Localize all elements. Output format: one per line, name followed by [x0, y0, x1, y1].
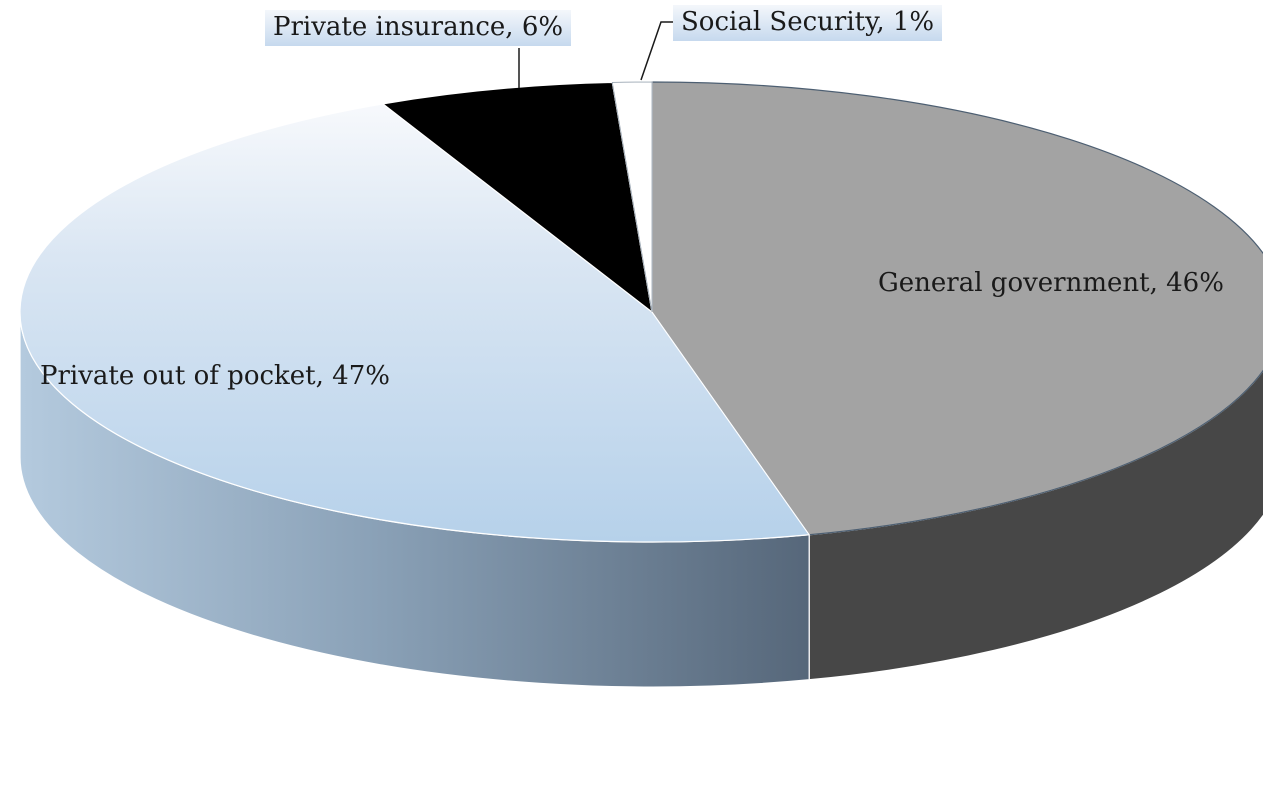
pie-slice-private-insurance	[381, 81, 653, 314]
pie-tops	[19, 81, 1263, 543]
pie-slice-private-out-of-pocket	[19, 103, 811, 543]
data-label-private-out-of-pocket: Private out of pocket, 47%	[40, 361, 390, 391]
pie-slice-outline-social-security	[611, 81, 653, 313]
leader-lines	[518, 21, 673, 88]
data-label-private-insurance: Private insurance, 6%	[265, 10, 572, 46]
data-label-general-government: General government, 46%	[878, 268, 1224, 298]
leader-line-social-security	[640, 21, 673, 81]
pie-slice-general-government	[651, 81, 1263, 536]
data-label-social-security: Social Security, 1%	[673, 5, 943, 41]
